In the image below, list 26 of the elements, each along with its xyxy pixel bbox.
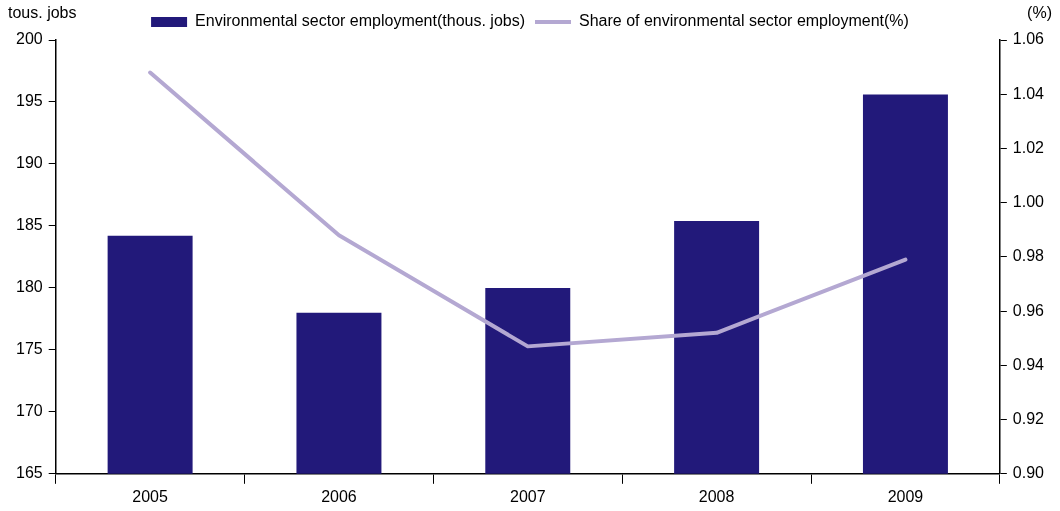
y2-tick-label: 1.06 [1012, 30, 1045, 48]
y-tick-label: 195 [15, 92, 43, 110]
y2-tick-label: 0.90 [1012, 464, 1045, 482]
y-tick-label: 185 [15, 216, 43, 234]
legend-label: Share of environmental sector employment(%) [579, 12, 909, 30]
y2-tick-label: 0.96 [1012, 301, 1045, 319]
y-axis-title: tous. jobs [8, 4, 77, 22]
x-tick-label: 2005 [132, 487, 169, 505]
y-tick-label: 175 [15, 340, 43, 358]
y2-tick-label: 0.98 [1012, 247, 1045, 265]
x-tick-label: 2008 [698, 487, 735, 505]
y2-tick-label: 1.04 [1012, 84, 1045, 102]
y2-tick-label: 0.94 [1012, 355, 1045, 373]
x-tick-label: 2006 [321, 487, 357, 505]
y-tick-label: 190 [15, 154, 43, 172]
y-tick-label: 165 [15, 464, 43, 482]
legend-label: Environmental sector employment(thous. jobs) [195, 12, 525, 30]
y-tick-label: 170 [15, 402, 43, 420]
x-tick-label: 2007 [509, 487, 546, 505]
y2-tick-label: 1.00 [1012, 193, 1045, 211]
y2-tick-label: 0.92 [1012, 409, 1045, 427]
y2-tick-label: 1.02 [1012, 138, 1045, 156]
x-tick-label: 2009 [887, 487, 924, 505]
y-tick-label: 200 [15, 30, 43, 48]
y-tick-label: 180 [15, 278, 43, 296]
y2-axis-title: (%) [1027, 4, 1052, 22]
